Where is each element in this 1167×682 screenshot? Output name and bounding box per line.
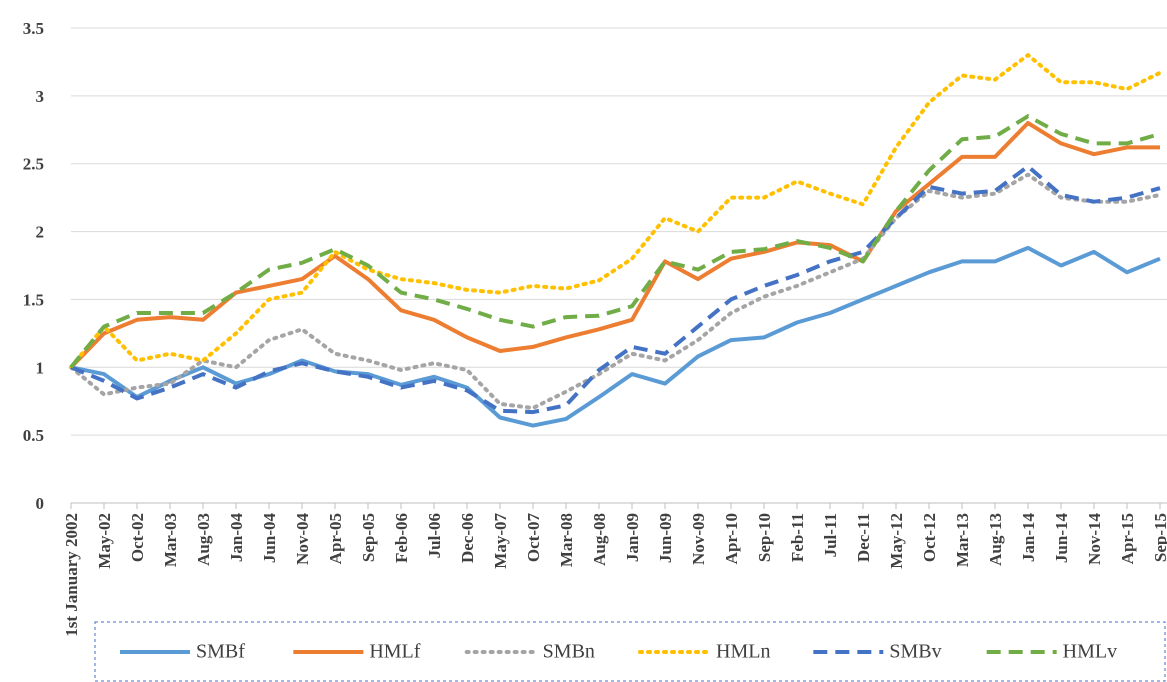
x-tick-label: Apr-10 — [722, 513, 741, 564]
y-tick-label: 1 — [36, 358, 45, 377]
x-tick-label: Nov-04 — [293, 513, 312, 565]
x-tick-label: Jan-09 — [623, 513, 642, 562]
series-line — [69, 172, 1162, 410]
x-tick-label: Aug-08 — [590, 513, 609, 566]
series-line — [69, 114, 1161, 369]
x-tick-label: Apr-15 — [1118, 513, 1137, 564]
x-tick-label: Mar-03 — [161, 513, 180, 567]
legend-box — [94, 621, 1166, 682]
series-line — [70, 245, 1161, 428]
series-line — [70, 164, 1161, 415]
y-tick-label: 3.5 — [23, 19, 44, 38]
y-tick-label: 2.5 — [23, 155, 44, 174]
legend-label: SMBn — [543, 641, 595, 663]
y-tick-label: 2 — [36, 223, 45, 242]
series-line — [69, 121, 1160, 369]
x-tick-label: Jun-14 — [1052, 513, 1071, 564]
x-tick-label: 1st January 2002 — [62, 513, 81, 637]
x-tick-label: May-02 — [95, 513, 114, 569]
y-tick-label: 0 — [36, 494, 45, 513]
legend-label: SMBv — [889, 641, 941, 663]
x-tick-label: May-07 — [491, 513, 510, 569]
legend-label: HMLf — [369, 641, 420, 663]
y-tick-label: 0.5 — [23, 426, 44, 445]
x-tick-label: Jan-14 — [1019, 513, 1038, 563]
x-tick-label: Oct-07 — [524, 513, 543, 563]
x-tick-label: Dec-06 — [458, 513, 477, 563]
x-tick-label: Oct-02 — [128, 513, 147, 562]
y-tick-label: 1.5 — [23, 290, 44, 309]
x-tick-label: Sep-05 — [359, 513, 378, 562]
legend-label: HMLn — [716, 641, 770, 663]
x-tick-label: Aug-13 — [986, 513, 1005, 566]
x-tick-label: Feb-06 — [392, 513, 411, 563]
x-tick-label: Jun-04 — [260, 513, 279, 564]
x-tick-label: Jan-04 — [227, 513, 246, 563]
x-tick-label: Feb-11 — [788, 513, 807, 562]
x-tick-label: Oct-12 — [920, 513, 939, 562]
x-tick-label: Jul-11 — [821, 513, 840, 557]
series-line — [69, 53, 1162, 370]
x-tick-label: Sep-10 — [755, 513, 774, 562]
x-tick-label: Dec-11 — [854, 513, 873, 562]
x-tick-label: May-12 — [887, 513, 906, 569]
y-tick-label: 3 — [36, 87, 45, 106]
x-tick-label: Mar-08 — [557, 513, 576, 567]
x-tick-label: Jun-09 — [656, 513, 675, 563]
x-tick-label: Nov-09 — [689, 513, 708, 565]
x-tick-label: Nov-14 — [1085, 513, 1104, 565]
x-tick-label: Jul-06 — [425, 513, 444, 558]
x-tick-label: Sep-15 — [1151, 513, 1167, 562]
x-tick-label: Aug-03 — [194, 513, 213, 566]
x-tick-label: Apr-05 — [326, 513, 345, 564]
legend-label: SMBf — [196, 641, 245, 663]
legend-label: HMLv — [1063, 641, 1117, 663]
x-tick-label: Mar-13 — [953, 513, 972, 567]
